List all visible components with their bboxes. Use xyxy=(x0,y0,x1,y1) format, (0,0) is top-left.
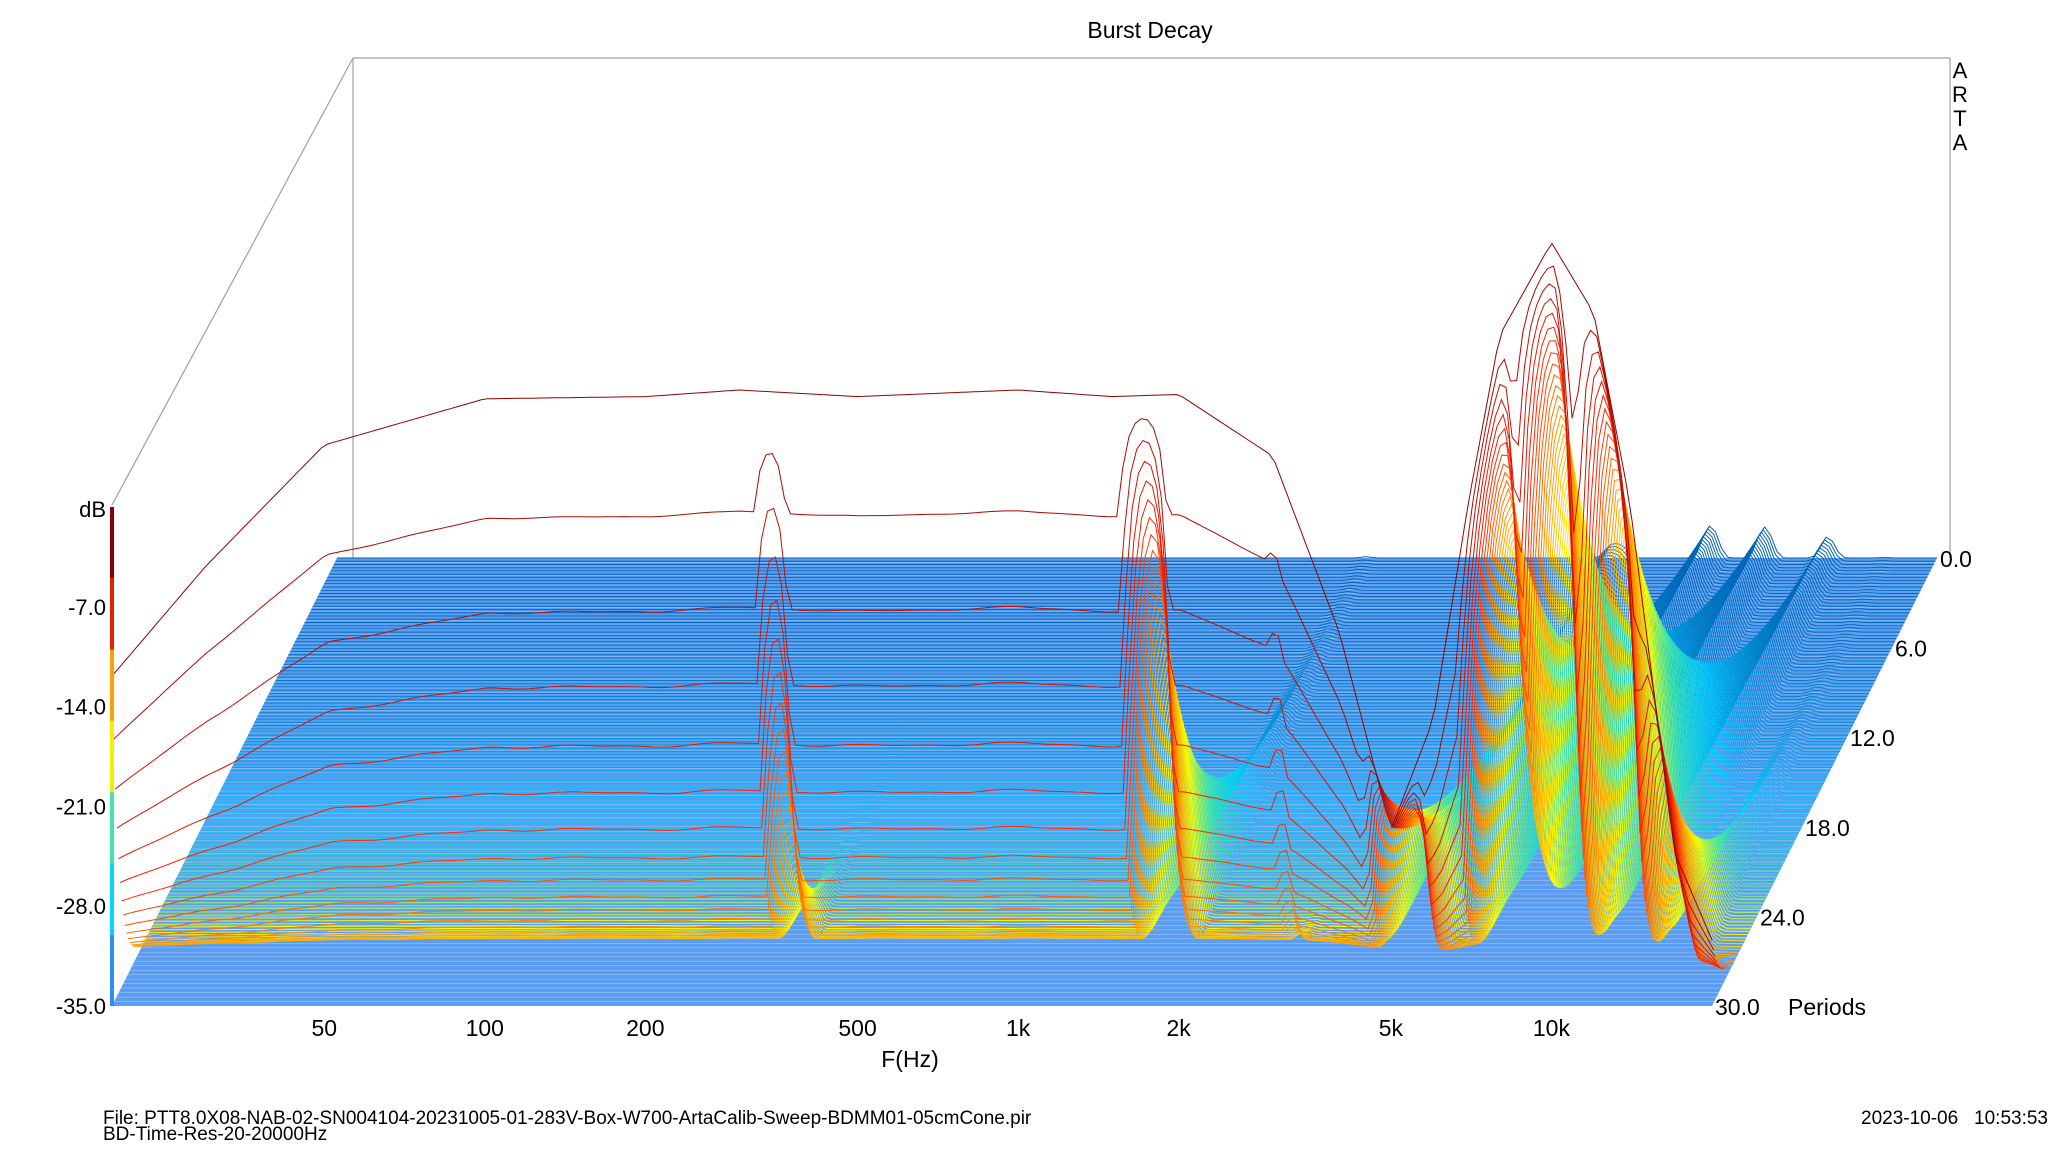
footer-datetime: 2023-10-06 10:53:53 xyxy=(1861,1108,2048,1129)
decay-slice xyxy=(154,515,1755,923)
colorbar-segment xyxy=(110,934,114,1006)
plot-frame xyxy=(111,57,1951,590)
decay-slice xyxy=(116,298,1718,963)
z-axis-ticks: -7.0 -14.0 -21.0 -28.0 -35.0 xyxy=(56,595,106,1019)
decay-slice xyxy=(128,384,1729,967)
decay-slice xyxy=(327,540,1928,578)
colorbar xyxy=(110,507,114,1006)
x-tick-label: 500 xyxy=(838,1015,876,1041)
decay-slice xyxy=(171,573,1772,888)
decay-slice xyxy=(123,352,1724,970)
z-tick-label: -7.0 xyxy=(68,595,106,620)
x-tick-label: 50 xyxy=(311,1015,337,1041)
decay-slice xyxy=(124,363,1726,970)
z-tick-label: -28.0 xyxy=(56,894,106,919)
decay-slice xyxy=(196,617,1797,839)
decay-slice xyxy=(333,530,1934,565)
y-axis-ticks: 0.0 6.0 12.0 18.0 24.0 30.0 xyxy=(1715,546,1972,1020)
decay-slice xyxy=(328,537,1929,575)
decay-slice xyxy=(325,542,1926,582)
y-axis-label: Periods xyxy=(1788,994,1866,1020)
chart-title: Burst Decay xyxy=(1087,17,1213,43)
decay-slice xyxy=(335,527,1936,562)
colorbar-segment xyxy=(110,720,114,793)
y-tick-label: 24.0 xyxy=(1760,904,1805,930)
footer-settings: BD-Time-Res-20-20000Hz xyxy=(103,1124,328,1145)
decay-slice xyxy=(114,283,1716,958)
decay-slice xyxy=(173,577,1774,884)
x-tick-label: 10k xyxy=(1533,1015,1571,1041)
decay-slice xyxy=(317,554,1918,598)
x-axis-label: F(Hz) xyxy=(881,1046,938,1072)
decay-slice xyxy=(322,547,1923,588)
footer-file: File: PTT8.0X08-NAB-02-SN004104-20231005… xyxy=(103,1108,1032,1129)
x-tick-label: 1k xyxy=(1006,1015,1031,1041)
decay-slice xyxy=(134,423,1735,959)
watermark-letter: T xyxy=(1953,106,1966,131)
decay-slice xyxy=(118,312,1719,966)
colorbar-segment xyxy=(110,649,114,721)
decay-slice xyxy=(129,394,1730,966)
decay-slice xyxy=(330,535,1931,572)
decay-slice xyxy=(131,404,1732,963)
x-tick-label: 2k xyxy=(1167,1015,1192,1041)
y-tick-label: 0.0 xyxy=(1940,546,1972,572)
decay-slice xyxy=(126,374,1727,969)
colorbar-segment xyxy=(110,792,114,864)
decay-slice xyxy=(132,414,1734,961)
y-tick-label: 30.0 xyxy=(1715,994,1760,1020)
decay-slice xyxy=(324,545,1925,585)
colorbar-segment xyxy=(110,578,114,650)
y-tick-label: 18.0 xyxy=(1805,815,1850,841)
decay-slice xyxy=(119,326,1721,969)
decay-slice xyxy=(186,603,1787,859)
z-axis-label: dB xyxy=(79,497,106,522)
x-axis-ticks: 50 100 200 500 1k 2k 5k 10k xyxy=(311,1015,1570,1041)
z-tick-label: -35.0 xyxy=(56,994,106,1019)
z-tick-label: -21.0 xyxy=(56,794,106,819)
decay-slice xyxy=(188,605,1789,856)
colorbar-segment xyxy=(110,507,114,579)
decay-slice xyxy=(197,619,1798,836)
decay-slice xyxy=(163,550,1764,904)
y-tick-label: 12.0 xyxy=(1850,725,1895,751)
watermark-letter: A xyxy=(1953,130,1968,155)
decay-slice xyxy=(320,550,1921,591)
decay-slice xyxy=(113,265,1715,950)
decay-slice xyxy=(121,340,1722,970)
z-tick-label: -14.0 xyxy=(56,695,106,720)
x-tick-label: 100 xyxy=(466,1015,504,1041)
watermark-letter: R xyxy=(1952,82,1968,107)
y-tick-label: 6.0 xyxy=(1895,636,1927,662)
decay-slices xyxy=(111,242,1937,970)
decay-slice xyxy=(111,242,1713,941)
x-tick-label: 5k xyxy=(1379,1015,1404,1041)
colorbar-segment xyxy=(110,863,114,935)
watermark-letter: A xyxy=(1953,58,1968,83)
x-tick-label: 200 xyxy=(626,1015,664,1041)
